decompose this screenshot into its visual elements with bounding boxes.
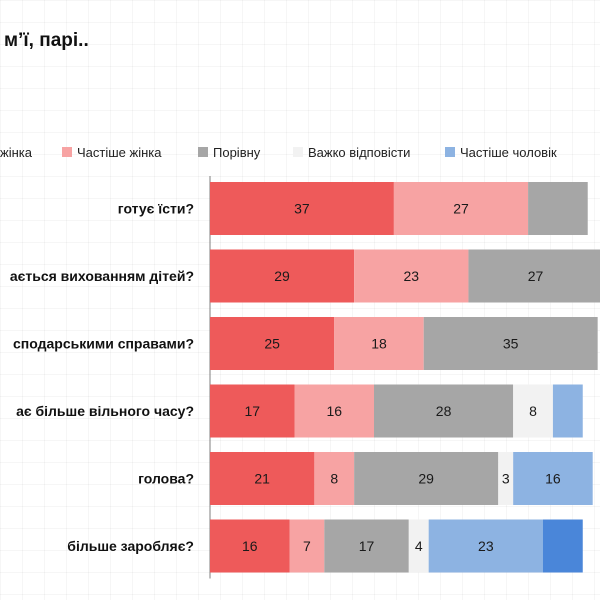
category-label: голова? — [138, 471, 194, 487]
bar-segment — [552, 384, 583, 438]
legend-label-1: жінка — [0, 144, 32, 160]
data-label: 35 — [503, 336, 519, 352]
chart-title: м’ї, парі.. — [4, 30, 89, 51]
category-label: готує їсти? — [118, 201, 194, 217]
data-label: 28 — [436, 403, 452, 419]
legend: жінка Частіше жінка Порівну Важко відпов… — [0, 142, 600, 162]
legend-item-4: Важко відповісти — [293, 142, 410, 162]
bar-segment — [513, 452, 593, 505]
legend-item-2: Частіше жінка — [62, 142, 161, 162]
data-label: 16 — [242, 538, 258, 554]
bar-segment — [289, 519, 325, 573]
bar-segment — [294, 384, 375, 438]
data-label: 16 — [545, 471, 561, 487]
legend-swatch-4 — [293, 147, 303, 157]
bar-segment — [513, 384, 553, 438]
category-label: більше заробляє? — [67, 538, 194, 554]
data-label: 8 — [529, 403, 537, 419]
legend-label-4: Важко відповісти — [308, 144, 411, 160]
data-label: 27 — [453, 201, 469, 217]
data-label: 29 — [418, 471, 434, 487]
data-label: 4 — [415, 538, 423, 554]
legend-swatch-5 — [445, 147, 455, 157]
bar-segment — [528, 182, 588, 235]
category-label: ається вихованням дітей? — [10, 268, 194, 284]
bar-segment — [210, 452, 315, 505]
bar-segment — [423, 317, 598, 370]
bar-segment — [334, 317, 424, 370]
category-label: ає більше вільного часу? — [16, 403, 194, 419]
bar-segment — [393, 182, 529, 235]
data-label: 37 — [294, 201, 310, 217]
legend-item-3: Порівну — [198, 142, 260, 162]
legend-item-5: Частіше чоловік — [445, 142, 557, 162]
bar-segment — [468, 249, 600, 303]
legend-swatch-2 — [62, 147, 72, 157]
bar-segment — [408, 519, 429, 573]
data-label: 16 — [326, 403, 342, 419]
legend-label-2: Частіше жінка — [77, 144, 162, 160]
data-label: 17 — [359, 538, 375, 554]
bar-segment — [210, 384, 295, 438]
data-label: 27 — [528, 268, 544, 284]
bar-segment — [210, 317, 335, 370]
legend-swatch-3 — [198, 147, 208, 157]
data-label: 29 — [274, 268, 290, 284]
legend-label-3: Порівну — [213, 144, 261, 160]
data-label: 21 — [254, 471, 270, 487]
bar-segment — [210, 249, 355, 303]
bar-segment — [314, 452, 355, 505]
legend-item-1: жінка — [0, 142, 32, 162]
data-label: 25 — [264, 336, 280, 352]
data-label: 8 — [330, 471, 338, 487]
bar-segment — [428, 519, 543, 573]
bar-segment — [542, 519, 583, 573]
bar-segment — [354, 452, 499, 505]
bar-segment — [354, 249, 469, 303]
bar-segment — [498, 452, 514, 505]
bar-segment — [324, 519, 409, 573]
legend-label-5: Частіше чоловік — [460, 144, 557, 160]
bar-segment — [210, 182, 394, 235]
data-label: 23 — [403, 268, 419, 284]
bar-segment — [210, 519, 290, 573]
data-label: 17 — [244, 403, 260, 419]
bar-segment — [374, 384, 514, 438]
data-label: 3 — [502, 471, 510, 487]
data-label: 23 — [478, 538, 494, 554]
category-label: сподарськими справами? — [13, 336, 194, 352]
data-label: 7 — [303, 538, 311, 554]
data-label: 18 — [371, 336, 387, 352]
